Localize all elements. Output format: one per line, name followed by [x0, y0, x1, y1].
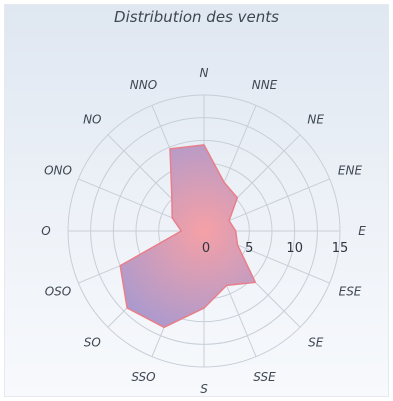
direction-label-nno: NNO [130, 78, 157, 92]
direction-label-ese: ESE [339, 285, 362, 299]
radial-tick-label: 5 [245, 241, 253, 256]
radial-tick-label: 0 [202, 241, 210, 256]
direction-label-ene: ENE [338, 164, 363, 178]
radial-tick-label: 15 [332, 241, 349, 256]
radial-tick-labels: 0 5 10 15 [202, 241, 348, 256]
chart-title: Distribution des vents [114, 8, 279, 26]
direction-label-e: E [358, 224, 366, 238]
direction-labels: N NNE NE ENE E ESE SE SSE S SSO SO OSO O ONO NO NNO [41, 66, 366, 396]
direction-label-se: SE [308, 336, 324, 350]
direction-label-ne: NE [307, 112, 324, 126]
direction-label-sso: SSO [131, 370, 155, 384]
direction-label-sse: SSE [253, 370, 276, 384]
direction-label-nne: NNE [252, 78, 278, 92]
direction-label-s: S [200, 382, 208, 396]
direction-label-no: NO [83, 112, 101, 126]
wind-distribution-area [119, 144, 257, 329]
direction-label-n: N [200, 66, 209, 80]
radial-tick-label: 10 [286, 241, 303, 256]
direction-label-oso: OSO [45, 285, 72, 299]
direction-label-o: O [41, 224, 50, 238]
direction-label-ono: ONO [44, 164, 72, 178]
data-area-layer [119, 144, 257, 329]
direction-label-so: SO [84, 336, 101, 350]
